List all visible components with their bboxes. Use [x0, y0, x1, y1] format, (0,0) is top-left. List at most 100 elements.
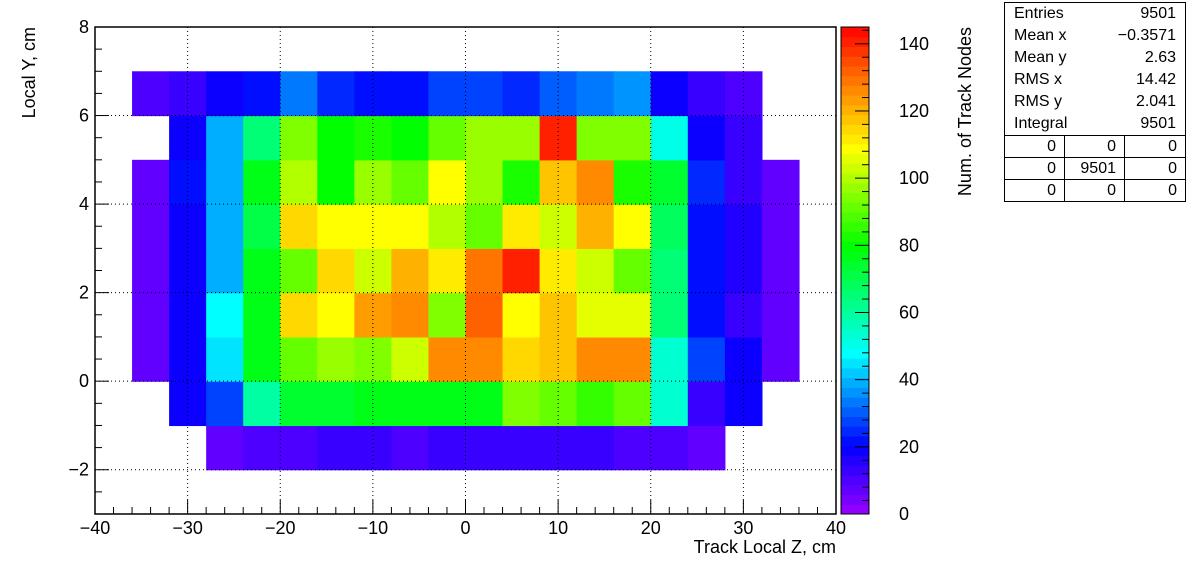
- heatmap-cell: [132, 336, 170, 382]
- heatmap-cell: [391, 248, 430, 294]
- x-tick-label: −10: [358, 518, 389, 538]
- heatmap-cell: [465, 159, 504, 205]
- heatmap-cell: [169, 115, 207, 161]
- heatmap-cell: [465, 204, 504, 249]
- y-axis: −2 0 2 4 6 8: [68, 17, 109, 515]
- palette-swatch: [841, 475, 869, 486]
- heatmap-cell: [650, 204, 689, 249]
- heatmap-cell: [243, 204, 281, 249]
- heatmap-cell: [206, 425, 244, 471]
- palette-swatch: [841, 455, 869, 466]
- palette-tick-label: 80: [899, 235, 919, 255]
- heatmap-cell: [613, 381, 652, 427]
- heatmap-cell: [317, 115, 355, 161]
- heatmap-cell: [280, 381, 318, 427]
- palette-swatch: [841, 260, 869, 271]
- heatmap-cell: [132, 292, 170, 338]
- heatmap-cell: [354, 115, 392, 161]
- palette-swatch: [841, 192, 869, 203]
- overflow-cell: 9501: [1065, 158, 1125, 180]
- palette-swatch: [841, 124, 869, 135]
- overflow-cells: 0 0 0 0 9501 0 0 0 0: [1005, 135, 1185, 201]
- y-tick-label: 6: [79, 106, 89, 126]
- palette-tick-label: 120: [899, 101, 929, 121]
- heatmap-cell: [576, 248, 615, 294]
- palette-swatch: [841, 377, 869, 388]
- heatmap-cell: [317, 248, 355, 294]
- stats-box: Entries 9501 Mean x −0.3571 Mean y 2.63 RMS…: [1004, 2, 1186, 202]
- heatmap-cell: [465, 248, 504, 294]
- heatmap-cell: [576, 204, 615, 249]
- heatmap-cell: [428, 381, 467, 427]
- palette-swatch: [841, 328, 869, 340]
- palette-swatch: [841, 231, 869, 242]
- heatmap-cell: [132, 204, 170, 249]
- heatmap-cell: [280, 336, 318, 382]
- heatmap-cell: [502, 204, 541, 249]
- heatmap-cell: [539, 115, 578, 161]
- heatmap-cell: [206, 204, 244, 249]
- heatmap-cell: [132, 248, 170, 294]
- heatmap-cell: [613, 292, 652, 338]
- heatmap-cell: [206, 292, 244, 338]
- palette-tick-label: 0: [899, 504, 909, 524]
- palette-swatch: [841, 465, 869, 476]
- heatmap-cell: [169, 159, 207, 205]
- heatmap-cell: [243, 425, 281, 471]
- heatmap-cell: [502, 248, 541, 294]
- y-axis-label: Local Y, cm: [19, 27, 39, 118]
- palette-swatch: [841, 367, 869, 379]
- palette-axis-label: Num. of Track Nodes: [955, 27, 975, 196]
- heatmap-cell: [539, 71, 578, 117]
- palette-swatch: [841, 494, 869, 505]
- x-tick-label: −20: [265, 518, 296, 538]
- heatmap-cell: [650, 159, 689, 205]
- heatmap-cell: [428, 248, 467, 294]
- heatmap-cell: [613, 115, 652, 161]
- heatmap-cell: [391, 425, 430, 471]
- palette-swatch: [841, 445, 869, 457]
- x-tick-label: 20: [641, 518, 661, 538]
- heatmap-cell: [243, 115, 281, 161]
- heatmap-cell: [280, 292, 318, 338]
- palette-swatch: [841, 65, 869, 77]
- palette-swatch: [841, 309, 869, 320]
- x-axis-label: Track Local Z, cm: [694, 537, 836, 557]
- heatmap-cell: [650, 336, 689, 382]
- palette-swatch: [841, 212, 869, 223]
- heatmap-cell: [613, 204, 652, 249]
- overflow-cell: 0: [1005, 180, 1065, 201]
- heatmap-cell: [650, 292, 689, 338]
- heatmap-cell: [576, 159, 615, 205]
- heatmap-cell: [687, 71, 726, 117]
- x-axis: −40 −30 −20 −10 0 10 20 30 40: [80, 500, 846, 538]
- heatmap-cell: [391, 292, 430, 338]
- heatmap-cell: [280, 248, 318, 294]
- heatmap-cell: [687, 381, 726, 427]
- heatmap-cell: [243, 71, 281, 117]
- heatmap-cell: [280, 159, 318, 205]
- palette-axis: 0 20 40 60 80 100 120 140: [855, 29, 929, 524]
- heatmap-cell: [391, 159, 430, 205]
- palette-swatch: [841, 387, 869, 398]
- palette-swatch: [841, 299, 869, 310]
- palette-swatch: [841, 221, 869, 233]
- heatmap-cell: [687, 248, 726, 294]
- heatmap-cell: [428, 292, 467, 338]
- heatmap-cell: [687, 425, 726, 471]
- x-tick-label: 10: [548, 518, 568, 538]
- x-tick-label: 30: [733, 518, 753, 538]
- palette-swatch: [841, 36, 869, 47]
- heatmap-cell: [576, 381, 615, 427]
- heatmap-cell: [539, 204, 578, 249]
- heatmap-cell: [391, 115, 430, 161]
- heatmap-cell: [391, 336, 430, 382]
- heatmap-cell: [428, 336, 467, 382]
- heatmap-cell: [354, 204, 392, 249]
- stats-row-rms-y: RMS y 2.041: [1014, 93, 1176, 110]
- heatmap-cell: [317, 292, 355, 338]
- palette-swatch: [841, 75, 869, 86]
- heatmap-cell: [613, 159, 652, 205]
- heatmap-cell: [613, 71, 652, 117]
- palette-tick-label: 40: [899, 370, 919, 390]
